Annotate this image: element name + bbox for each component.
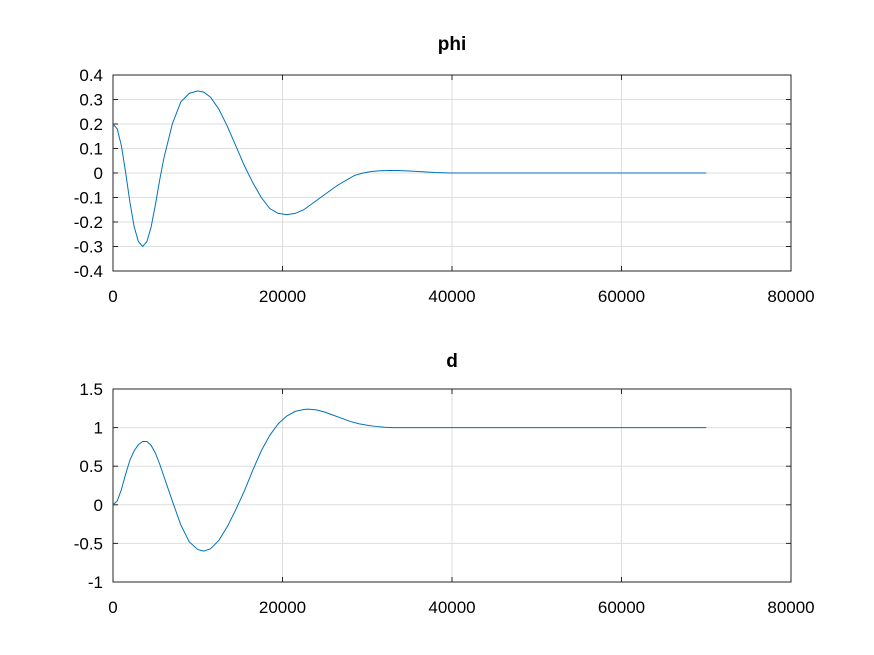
- y-tick-label: -0.3: [74, 238, 103, 257]
- y-tick-label: 0.1: [79, 140, 103, 159]
- x-tick-label: 20000: [259, 598, 306, 617]
- y-tick-label: 1: [94, 419, 103, 438]
- series-line: [112, 90, 707, 248]
- subplot-phi: phi 0 20000 40000 60000 80000 0.4 0.3 0.2 0.1 0 -0…: [74, 34, 815, 306]
- y-tick-label: -0.2: [74, 213, 103, 232]
- x-tick-label: 0: [108, 287, 117, 306]
- chart-title: d: [446, 351, 458, 372]
- x-tick-label: 40000: [428, 598, 475, 617]
- series-line: [112, 408, 707, 552]
- x-tick-label: 60000: [598, 598, 645, 617]
- y-tick-label: -1: [88, 573, 103, 592]
- y-tick-label: 1.5: [79, 380, 103, 399]
- x-tick-label: 80000: [767, 598, 814, 617]
- y-tick-label: 0.5: [79, 457, 103, 476]
- x-tick-label: 80000: [767, 287, 814, 306]
- y-tick-label: 0: [94, 496, 103, 515]
- y-tick-label: 0.4: [79, 66, 103, 85]
- x-tick-label: 0: [108, 598, 117, 617]
- chart-title: phi: [438, 34, 467, 55]
- y-tick-label: 0: [94, 164, 103, 183]
- y-tick-label: -0.1: [74, 189, 103, 208]
- y-tick-label: -0.5: [74, 534, 103, 553]
- y-tick-label: 0.2: [79, 115, 103, 134]
- x-tick-label: 60000: [598, 287, 645, 306]
- y-tick-label: 0.3: [79, 91, 103, 110]
- x-tick-label: 20000: [259, 287, 306, 306]
- subplot-d: d 0 20000 40000 60000 80000 1.5 1 0.5 0 -0.5 -1: [74, 351, 815, 617]
- x-tick-label: 40000: [428, 287, 475, 306]
- y-tick-label: -0.4: [74, 262, 103, 281]
